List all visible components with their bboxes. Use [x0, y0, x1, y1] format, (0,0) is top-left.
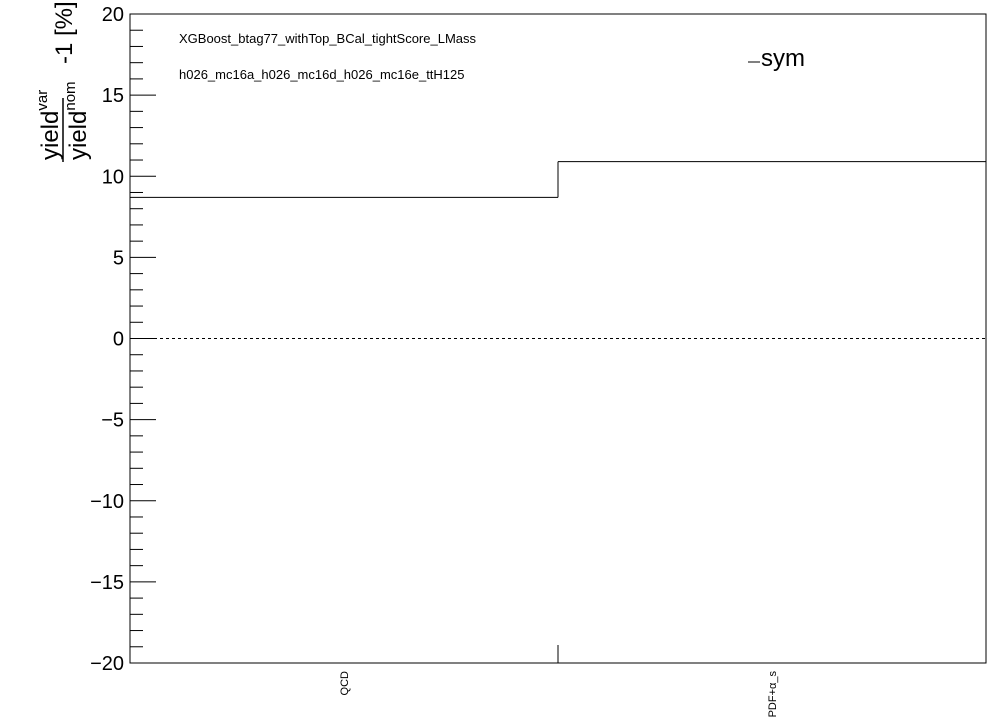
series-sym	[130, 161, 986, 198]
y-tick-label: 20	[102, 4, 124, 26]
svg-text:yieldvar: yieldvar	[34, 90, 64, 160]
y-tick-label: 0	[113, 329, 124, 351]
y-title-denominator-sup: nom	[62, 81, 79, 110]
annotation-sample: h026_mc16a_h026_mc16d_h026_mc16e_ttH125	[179, 67, 465, 82]
category-label-pdf-alphas: PDF+α_s	[767, 671, 779, 718]
y-title-numerator-sup: var	[34, 90, 51, 111]
y-title-numerator: yield	[37, 111, 64, 160]
y-tick-label: −10	[90, 491, 124, 513]
legend-entry-sym: sym	[761, 45, 805, 72]
y-axis-title: yieldvar yieldnom -1 [%]	[34, 1, 92, 162]
y-title-suffix: -1 [%]	[51, 1, 78, 64]
y-tick-label: 5	[113, 247, 124, 269]
y-tick-label: 15	[102, 85, 124, 107]
y-axis: −20 −15 −10 −5 0 5 10 15 20	[90, 4, 156, 675]
y-tick-label: 10	[102, 166, 124, 188]
y-tick-label: −15	[90, 572, 124, 594]
legend: sym	[748, 45, 805, 72]
y-title-denominator: yield	[65, 111, 92, 160]
y-tick-label: −20	[90, 653, 124, 675]
y-tick-label: −5	[101, 410, 124, 432]
svg-text:yieldnom: yieldnom	[62, 81, 92, 160]
category-label-qcd: QCD	[339, 671, 351, 696]
annotation-region: XGBoost_btag77_withTop_BCal_tightScore_L…	[179, 31, 477, 46]
